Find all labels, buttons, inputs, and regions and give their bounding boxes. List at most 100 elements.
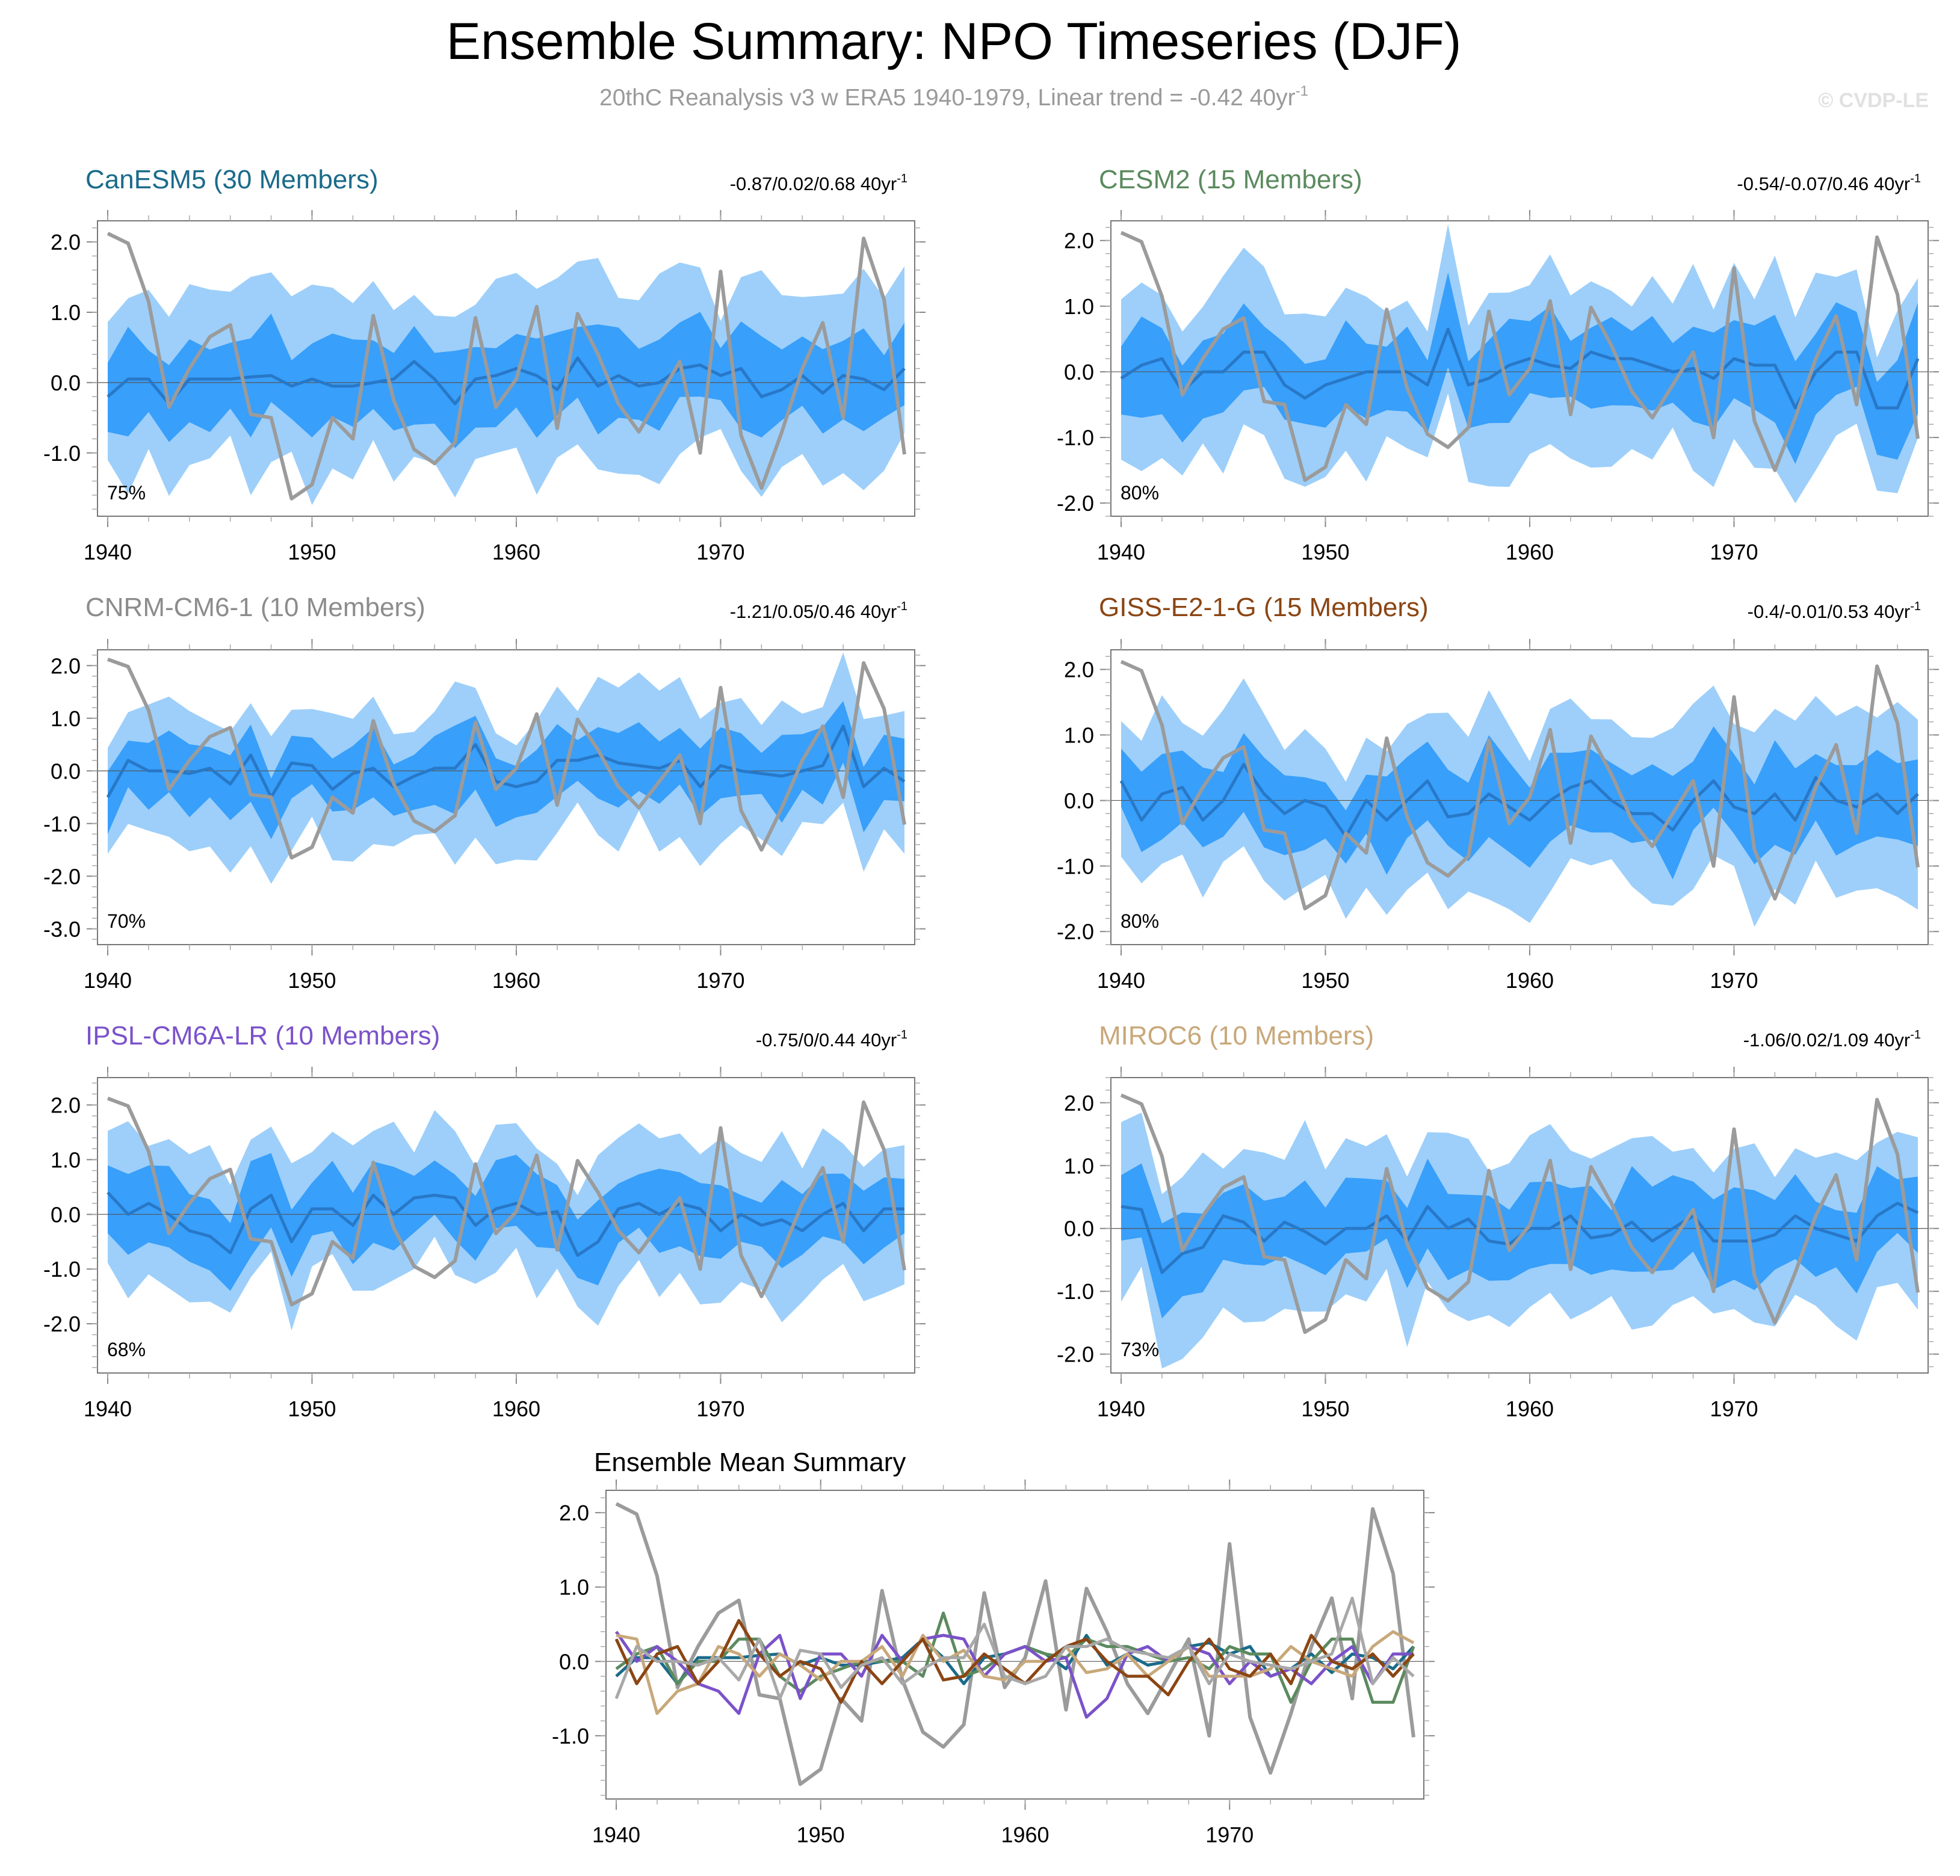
y-tick-label: 0.0 <box>51 1202 81 1227</box>
x-tick-label: 1950 <box>1301 968 1349 993</box>
x-tick-label: 1950 <box>288 968 336 993</box>
y-tick-label: 1.0 <box>1064 723 1094 748</box>
x-tick-label: 1940 <box>1097 968 1145 993</box>
x-tick-label: 1970 <box>1710 1396 1758 1421</box>
y-tick-label: -2.0 <box>43 1312 81 1336</box>
panels-group: CanESM5 (30 Members) -0.87/0.02/0.68 40yr… <box>43 165 1939 1847</box>
inner-spread-band <box>1121 272 1918 464</box>
y-tick-label: -1.0 <box>552 1724 589 1748</box>
x-tick-label: 1970 <box>696 1396 744 1421</box>
y-tick-label: 0.0 <box>1064 788 1094 813</box>
x-tick-label: 1950 <box>288 1396 336 1421</box>
ensemble-mean-line <box>106 724 906 799</box>
x-tick-label: 1950 <box>1301 1396 1349 1421</box>
chart-panel-miroc6: MIROC6 (10 Members) -1.06/0.02/1.09 40yr-… <box>1057 1021 1939 1421</box>
trend-summary-sup: -1 <box>1910 172 1921 185</box>
inner-spread-band <box>108 312 904 448</box>
x-tick-label: 1960 <box>492 1396 540 1421</box>
x-tick-label: 1960 <box>492 968 540 993</box>
y-tick-label: 2.0 <box>559 1501 589 1525</box>
trend-summary: -1.21/0.05/0.46 40yr-1 <box>730 600 907 622</box>
y-tick-label: -3.0 <box>43 917 81 942</box>
y-tick-label: -2.0 <box>1057 491 1094 516</box>
trend-summary: -0.4/-0.01/0.53 40yr-1 <box>1748 600 1921 622</box>
x-tick-label: 1960 <box>492 540 540 564</box>
subtitle-text: 20thC Reanalysis v3 w ERA5 1940-1979, Li… <box>599 85 1296 111</box>
inner-spread-band <box>108 701 904 839</box>
ensemble-mean-line-miroc6 <box>616 1630 1415 1715</box>
y-tick-label: -1.0 <box>43 812 81 836</box>
trend-summary: -0.54/-0.07/0.46 40yr-1 <box>1737 172 1921 194</box>
observed-line <box>1120 659 1920 911</box>
chart-panel-giss-e2-1-g: GISS-E2-1-G (15 Members) -0.4/-0.01/0.53 … <box>1057 593 1939 993</box>
x-tick-label: 1970 <box>1710 540 1758 564</box>
percent-within-label: 75% <box>107 482 146 504</box>
plot-frame <box>1110 220 1929 517</box>
observed-line <box>1120 230 1920 482</box>
x-tick-label: 1940 <box>84 540 132 564</box>
y-tick-label: -1.0 <box>43 441 81 466</box>
y-tick-label: 1.0 <box>51 1147 81 1172</box>
x-tick-label: 1950 <box>288 540 336 564</box>
y-tick-label: 1.0 <box>559 1575 589 1600</box>
panel-title: CanESM5 (30 Members) <box>85 165 379 194</box>
plot-frame <box>605 1490 1424 1800</box>
y-tick-label: 1.0 <box>1064 294 1094 319</box>
observed-line <box>107 657 906 860</box>
y-tick-label: 0.0 <box>51 371 81 395</box>
panel-title: Ensemble Mean Summary <box>594 1448 906 1477</box>
watermark: © CVDP-LE <box>1818 89 1929 112</box>
observed-line <box>107 1096 906 1307</box>
y-tick-label: 1.0 <box>51 706 81 731</box>
observed-line <box>107 232 906 501</box>
panel-title: CESM2 (15 Members) <box>1099 165 1362 194</box>
trend-summary-text: -0.54/-0.07/0.46 40yr <box>1737 173 1910 194</box>
inner-spread-band <box>1121 726 1918 880</box>
trend-summary-sup: -1 <box>897 1028 907 1041</box>
x-tick-label: 1970 <box>1205 1822 1254 1847</box>
y-tick-label: 0.0 <box>1064 1217 1094 1241</box>
trend-summary: -0.75/0/0.44 40yr-1 <box>756 1028 907 1051</box>
ensemble-mean-line <box>1119 763 1919 838</box>
y-tick-label: -1.0 <box>1057 854 1094 878</box>
y-tick-label: -1.0 <box>43 1257 81 1282</box>
x-tick-label: 1940 <box>592 1822 640 1847</box>
panel-title: GISS-E2-1-G (15 Members) <box>1099 593 1429 622</box>
trend-summary-sup: -1 <box>897 172 907 185</box>
ensemble-mean-line <box>107 356 906 406</box>
y-tick-label: 0.0 <box>51 759 81 783</box>
trend-summary: -0.87/0.02/0.68 40yr-1 <box>730 172 907 194</box>
y-tick-label: -2.0 <box>1057 919 1094 944</box>
x-tick-label: 1950 <box>1301 540 1349 564</box>
y-tick-label: 2.0 <box>1064 658 1094 682</box>
x-tick-label: 1940 <box>1097 1396 1145 1421</box>
observed-line <box>1120 1093 1920 1334</box>
trend-summary-text: -0.4/-0.01/0.53 40yr <box>1748 601 1911 622</box>
percent-within-label: 70% <box>107 910 146 932</box>
ensemble-mean-line-cnrm-cm6-1 <box>614 1596 1415 1700</box>
x-tick-label: 1950 <box>797 1822 845 1847</box>
x-tick-label: 1970 <box>696 968 744 993</box>
x-tick-label: 1960 <box>1506 1396 1554 1421</box>
percent-within-label: 68% <box>107 1339 146 1360</box>
x-tick-label: 1960 <box>1001 1822 1049 1847</box>
subtitle-sup: -1 <box>1296 83 1308 99</box>
figure-title: Ensemble Summary: NPO Timeseries (DJF) <box>447 13 1462 70</box>
chart-panel-canesm5: CanESM5 (30 Members) -0.87/0.02/0.68 40yr… <box>43 165 926 564</box>
trend-summary-text: -1.21/0.05/0.46 40yr <box>730 601 897 622</box>
chart-panel-cnrm-cm6-1: CNRM-CM6-1 (10 Members) -1.21/0.05/0.46 4… <box>43 593 926 993</box>
panel-title: CNRM-CM6-1 (10 Members) <box>85 593 425 622</box>
trend-summary-text: -0.87/0.02/0.68 40yr <box>730 173 897 194</box>
x-tick-label: 1940 <box>1097 540 1145 564</box>
plot-frame <box>1110 649 1929 945</box>
y-tick-label: -2.0 <box>1057 1342 1094 1367</box>
y-tick-label: 2.0 <box>1064 229 1094 253</box>
percent-within-label: 80% <box>1121 910 1159 932</box>
y-tick-label: 0.0 <box>1064 360 1094 384</box>
y-tick-label: 0.0 <box>559 1649 589 1674</box>
x-tick-label: 1970 <box>696 540 744 564</box>
x-tick-label: 1940 <box>84 968 132 993</box>
trend-summary-sup: -1 <box>1910 600 1921 613</box>
